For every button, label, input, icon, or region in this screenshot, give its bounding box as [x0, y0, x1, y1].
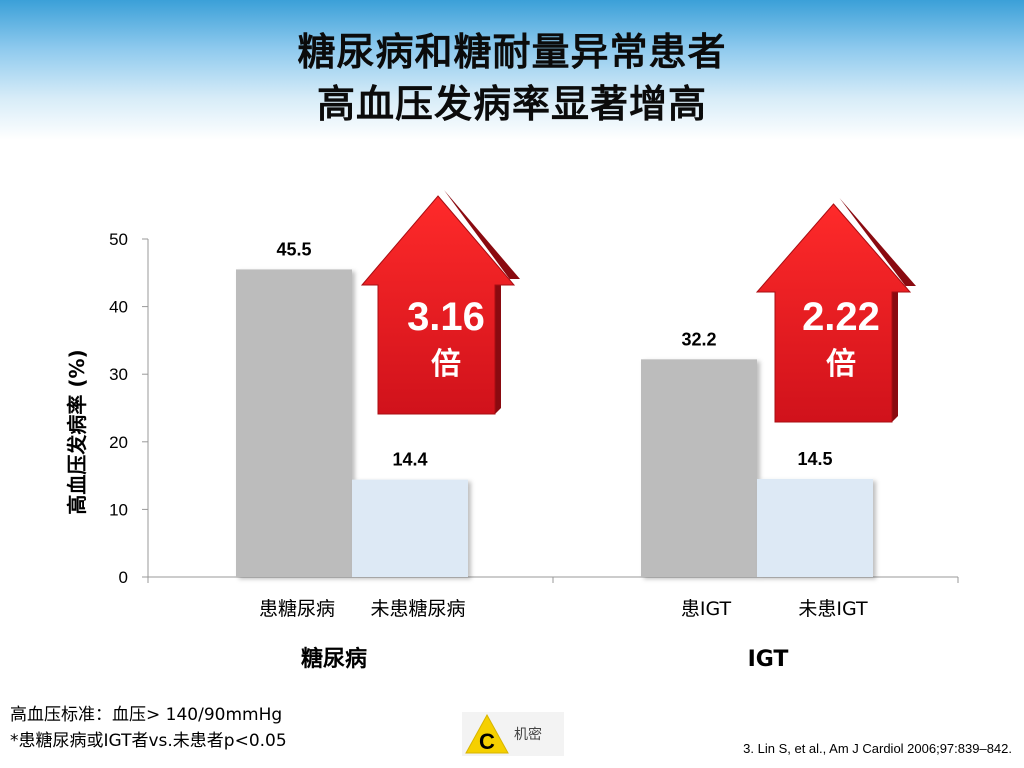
y-tick-label: 40 — [109, 298, 128, 317]
category-label: 未患IGT — [798, 598, 868, 620]
group-label: 糖尿病 — [301, 646, 367, 672]
arrow-body — [755, 203, 912, 423]
bar — [641, 359, 757, 577]
title-line-2: 高血压发病率显著增高 — [316, 82, 707, 126]
y-axis-label: 高血压发病率 (%) — [65, 349, 89, 514]
slide-title: 糖尿病和糖耐量异常患者 高血压发病率显著增高 — [0, 26, 1024, 130]
y-tick-label: 50 — [109, 230, 128, 249]
footnote-line-2: *患糖尿病或IGT者vs.未患者p<0.05 — [10, 731, 287, 751]
arrow-body — [360, 195, 516, 415]
footnote: 高血压标准：血压> 140/90mmHg *患糖尿病或IGT者vs.未患者p<0… — [10, 702, 287, 754]
arrow-unit: 倍 — [431, 347, 461, 382]
category-label: 未患糖尿病 — [370, 598, 465, 620]
bar-chart: 0 10 20 30 40 50 高血压发病率 (%) 45.5 患糖尿病 14.4 未患糖尿病糖尿… — [65, 190, 959, 672]
y-tick-label: 10 — [109, 500, 128, 519]
badge-text: 机密 — [514, 727, 542, 743]
data-label: 14.5 — [797, 449, 832, 469]
arrow-side — [444, 190, 520, 414]
data-label: 14.4 — [392, 450, 427, 470]
arrow-ratio: 2.22 — [802, 295, 880, 339]
header-band — [0, 0, 1024, 140]
category-label: 患IGT — [681, 598, 732, 620]
y-tick-label: 20 — [109, 433, 128, 452]
title-line-1: 糖尿病和糖耐量异常患者 — [297, 30, 727, 74]
bar — [352, 479, 468, 577]
data-label: 45.5 — [276, 239, 311, 259]
up-arrow: 2.22 倍 — [755, 198, 916, 423]
y-tick-label: 0 — [119, 568, 128, 587]
confidential-badge: C 机密 — [462, 712, 564, 756]
bar — [236, 269, 352, 577]
y-tick-label: 30 — [109, 365, 128, 384]
bar — [757, 478, 873, 577]
up-arrow: 3.16 倍 — [360, 190, 520, 415]
badge-letter: C — [479, 729, 495, 754]
citation: 3. Lin S, et al., Am J Cardiol 2006;97:8… — [743, 741, 1012, 756]
arrow-side — [839, 198, 916, 422]
caution-triangle-icon: C — [465, 713, 509, 754]
category-label: 患糖尿病 — [259, 598, 335, 620]
data-label: 32.2 — [681, 329, 716, 349]
arrow-unit: 倍 — [826, 347, 856, 382]
group-label: IGT — [748, 647, 789, 672]
footnote-line-1: 高血压标准：血压> 140/90mmHg — [10, 705, 283, 725]
arrow-ratio: 3.16 — [407, 295, 485, 339]
